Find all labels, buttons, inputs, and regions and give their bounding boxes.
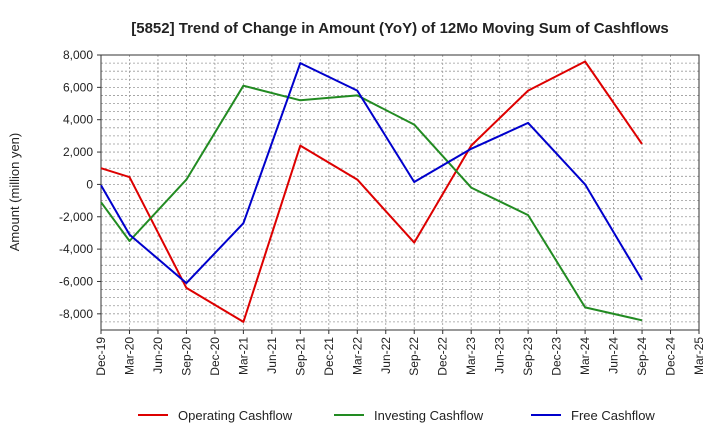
x-tick-label: Sep-21 bbox=[293, 337, 307, 376]
plot-area-frame bbox=[100, 54, 700, 331]
series-group bbox=[100, 60, 643, 323]
y-tick-label: 8,000 bbox=[63, 48, 93, 62]
x-tick-label: Mar-22 bbox=[350, 337, 364, 375]
x-tick-label: Mar-24 bbox=[578, 337, 592, 375]
x-tick-label: Jun-23 bbox=[493, 337, 507, 374]
series-line-investing-cashflow bbox=[100, 84, 643, 322]
legend-label-operating-cashflow: Operating Cashflow bbox=[178, 408, 293, 423]
x-tick-label: Mar-21 bbox=[236, 337, 250, 375]
x-tick-label: Sep-23 bbox=[521, 337, 535, 376]
y-tick-label: 4,000 bbox=[63, 113, 93, 127]
x-tick-label: Mar-20 bbox=[122, 337, 136, 375]
x-tick-label: Dec-22 bbox=[436, 337, 450, 376]
x-tick-label: Jun-20 bbox=[151, 337, 165, 374]
x-tick-label: Dec-24 bbox=[664, 337, 678, 376]
y-tick-label: -4,000 bbox=[59, 242, 93, 256]
y-axis-ticks: 8,000 6,000 4,000 2,000 0 -2,000 -4,000 -6,000 -… bbox=[59, 48, 101, 321]
x-tick-label: Dec-23 bbox=[550, 337, 564, 376]
x-tick-label: Dec-19 bbox=[94, 337, 108, 376]
legend: Operating Cashflow Investing Cashflow Free… bbox=[138, 408, 655, 423]
x-axis-ticks: Dec-19 Mar-20 Jun-20 Sep-20 Dec-20 Mar-21 Jun-… bbox=[94, 330, 706, 376]
y-tick-label: -6,000 bbox=[59, 274, 93, 288]
x-tick-label: Sep-20 bbox=[179, 337, 193, 376]
y-tick-label: -2,000 bbox=[59, 210, 93, 224]
x-tick-label: Jun-24 bbox=[607, 337, 621, 374]
chart-title: [5852] Trend of Change in Amount (YoY) o… bbox=[131, 20, 669, 37]
x-tick-label: Sep-22 bbox=[407, 337, 421, 376]
x-tick-label: Dec-20 bbox=[208, 337, 222, 376]
series-line-free-cashflow bbox=[100, 62, 643, 285]
y-tick-label: -8,000 bbox=[59, 307, 93, 321]
legend-label-investing-cashflow: Investing Cashflow bbox=[374, 408, 484, 423]
y-axis-label: Amount (million yen) bbox=[7, 133, 22, 252]
x-tick-label: Jun-22 bbox=[379, 337, 393, 374]
series-line-operating-cashflow bbox=[100, 60, 643, 323]
x-tick-label: Jun-21 bbox=[265, 337, 279, 374]
legend-label-free-cashflow: Free Cashflow bbox=[571, 408, 655, 423]
y-tick-label: 6,000 bbox=[63, 80, 93, 94]
x-tick-label: Mar-23 bbox=[464, 337, 478, 375]
y-tick-label: 0 bbox=[86, 177, 93, 191]
y-tick-label: 2,000 bbox=[63, 145, 93, 159]
x-tick-label: Dec-21 bbox=[322, 337, 336, 376]
x-tick-label: Mar-25 bbox=[692, 337, 706, 375]
x-tick-label: Sep-24 bbox=[635, 337, 649, 376]
